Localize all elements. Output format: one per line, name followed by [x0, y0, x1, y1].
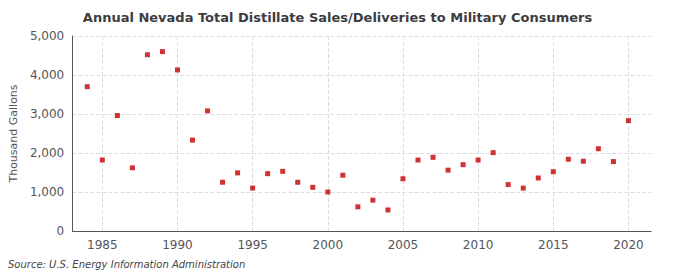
svg-text:0: 0: [57, 224, 65, 238]
svg-text:Source: U.S. Energy Informatio: Source: U.S. Energy Information Administ…: [8, 259, 245, 270]
svg-text:1,000: 1,000: [30, 185, 64, 199]
svg-text:Annual Nevada Total Distillate: Annual Nevada Total Distillate Sales/Del…: [83, 10, 593, 25]
svg-text:4,000: 4,000: [30, 68, 64, 82]
svg-text:1985: 1985: [87, 238, 118, 252]
svg-text:2010: 2010: [463, 238, 494, 252]
svg-text:2020: 2020: [613, 238, 644, 252]
svg-text:3,000: 3,000: [30, 107, 64, 121]
svg-text:1990: 1990: [162, 238, 193, 252]
svg-text:1995: 1995: [237, 238, 268, 252]
svg-text:5,000: 5,000: [30, 29, 64, 43]
svg-text:2005: 2005: [388, 238, 419, 252]
svg-text:Thousand Gallons: Thousand Gallons: [7, 84, 20, 183]
svg-text:2,000: 2,000: [30, 146, 64, 160]
svg-text:2015: 2015: [538, 238, 569, 252]
svg-text:2000: 2000: [313, 238, 344, 252]
